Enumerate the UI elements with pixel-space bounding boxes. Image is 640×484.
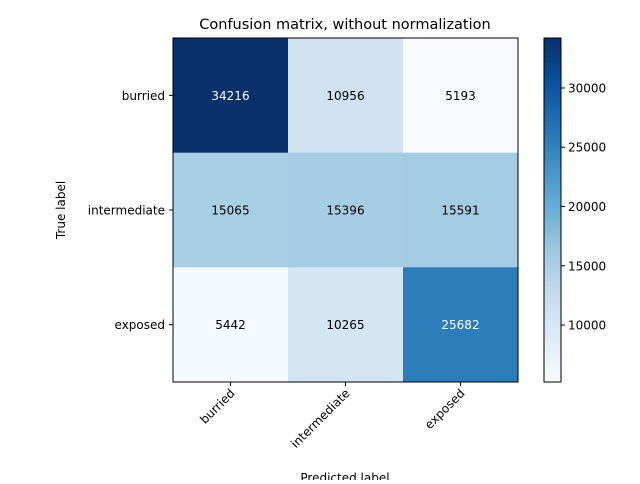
colorbar-tick-label: 20000	[568, 200, 606, 214]
heatmap-cell	[173, 152, 289, 268]
chart-title: Confusion matrix, without normalization	[199, 17, 490, 33]
heatmap-cell	[403, 267, 519, 383]
y-axis-label: True label	[54, 181, 68, 240]
colorbar-tick-label: 30000	[568, 81, 606, 95]
y-axis-ticks: burried intermediate exposed	[88, 89, 173, 332]
x-axis-ticks: burried intermediate exposed	[197, 382, 468, 451]
heatmap-cell	[288, 152, 404, 268]
heatmap-cell	[403, 38, 519, 154]
y-tick-label: intermediate	[88, 204, 165, 218]
colorbar-tick-label: 10000	[568, 319, 606, 333]
heatmap-cells: 34216 10956 5193 15065 15396 15591 5442 10265 25…	[173, 38, 519, 383]
heatmap-cell	[288, 38, 404, 154]
cell-value-label: 15396	[326, 204, 364, 218]
cell-value-label: 5193	[445, 89, 476, 103]
colorbar-ticks: 10000 15000 20000 25000 30000	[561, 81, 606, 333]
colorbar-tick-label: 15000	[568, 259, 606, 273]
colorbar-tick-label: 25000	[568, 141, 606, 155]
cell-value-label: 25682	[441, 318, 479, 332]
x-tick-label: burried	[197, 386, 237, 426]
x-tick-label: intermediate	[288, 386, 353, 451]
heatmap-cell	[288, 267, 404, 383]
heatmap-cell	[403, 152, 519, 268]
y-tick-label: burried	[122, 89, 165, 103]
cell-value-label: 15065	[211, 204, 249, 218]
y-tick-label: exposed	[115, 318, 165, 332]
cell-value-label: 10956	[326, 89, 364, 103]
x-axis-label: Predicted label	[300, 471, 389, 480]
heatmap-cell	[173, 38, 289, 154]
colorbar	[543, 37, 562, 383]
heatmap-cell	[173, 267, 289, 383]
cell-value-label: 10265	[326, 318, 364, 332]
cell-value-label: 5442	[215, 318, 246, 332]
x-tick-label: exposed	[422, 386, 468, 432]
cell-value-label: 34216	[211, 89, 249, 103]
cell-value-label: 15591	[441, 204, 479, 218]
